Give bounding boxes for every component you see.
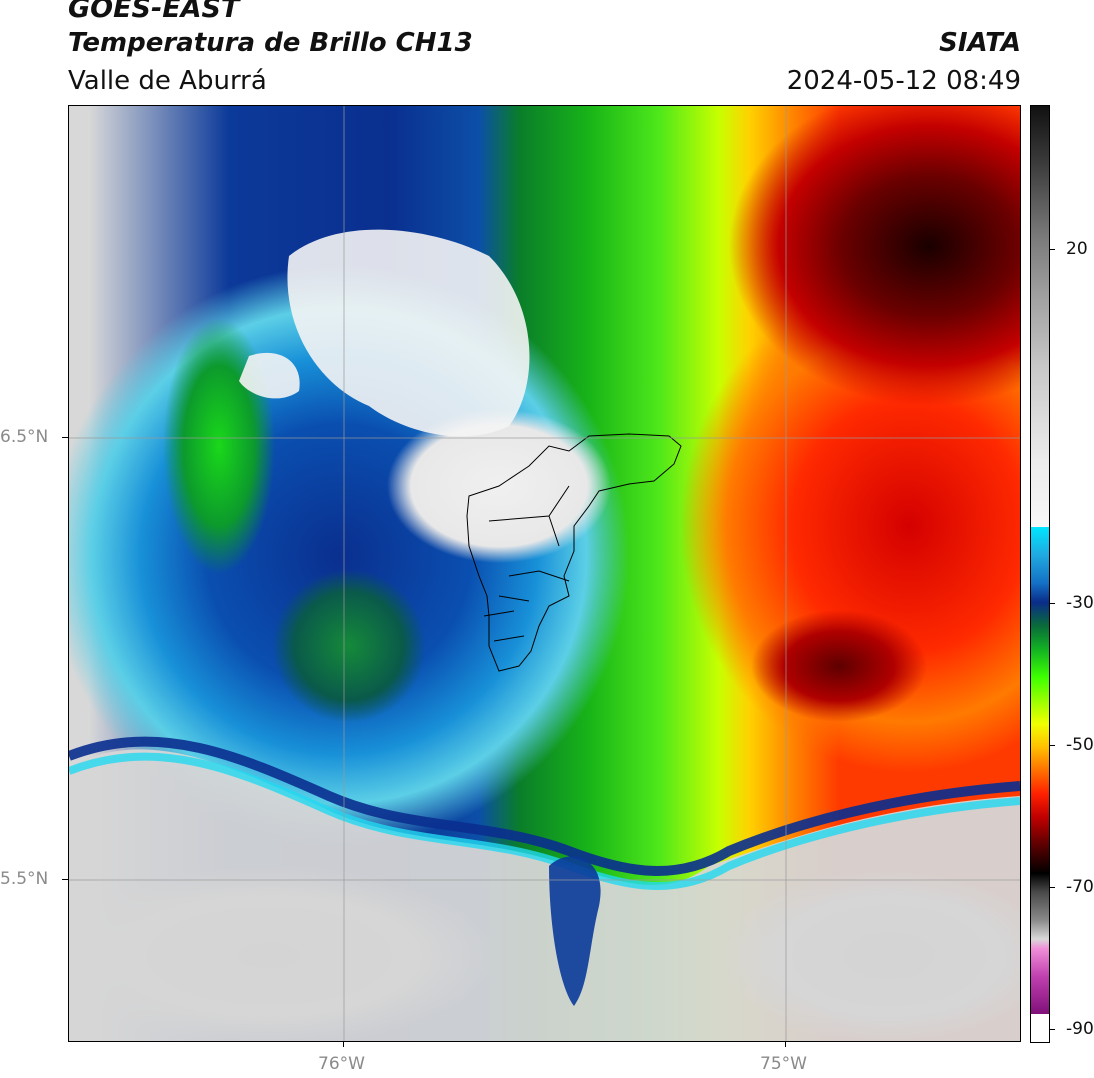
cyan-edge-south [69, 736, 1020, 876]
lon-tick [343, 1041, 344, 1047]
valle-aburra-outline [466, 433, 682, 672]
lat-tick [62, 437, 68, 438]
cloud-core-west [239, 352, 300, 399]
cloud-south-band [69, 749, 1020, 1041]
lat-label-5.5: 5.5°N [0, 869, 49, 889]
colorbar-tick [1049, 745, 1055, 746]
temperature-colorbar [1030, 105, 1050, 1043]
valle-aburra-divisions [483, 485, 570, 642]
colorbar-tick [1049, 249, 1055, 250]
colorbar-label-20: 20 [1066, 239, 1088, 259]
lat-tick [62, 879, 68, 880]
lat-label-6.5: 6.5°N [0, 427, 49, 447]
colorbar-label-minus90: -90 [1066, 1019, 1094, 1039]
colorbar-tick [1049, 1029, 1055, 1030]
brightness-temperature-map [68, 105, 1021, 1042]
blue-tongue-south [549, 856, 601, 1006]
satellite-title: GOES-EAST [68, 0, 240, 24]
colorbar-tick [1049, 603, 1055, 604]
timestamp: 2024-05-12 08:49 [786, 66, 1021, 96]
region-subtitle: Valle de Aburrá [68, 66, 267, 96]
colorbar-label-minus50: -50 [1066, 735, 1094, 755]
product-title: Temperatura de Brillo CH13 [68, 28, 473, 58]
colorbar-tick [1049, 887, 1055, 888]
map-overlay [69, 106, 1020, 1041]
colorbar-label-minus30: -30 [1066, 593, 1094, 613]
cloud-core-north [287, 229, 530, 437]
lon-label-75: 75°W [760, 1054, 807, 1074]
colorbar-label-minus70: -70 [1066, 877, 1094, 897]
brand-label: SIATA [939, 28, 1021, 58]
lon-label-76: 76°W [318, 1054, 365, 1074]
lon-tick [785, 1041, 786, 1047]
